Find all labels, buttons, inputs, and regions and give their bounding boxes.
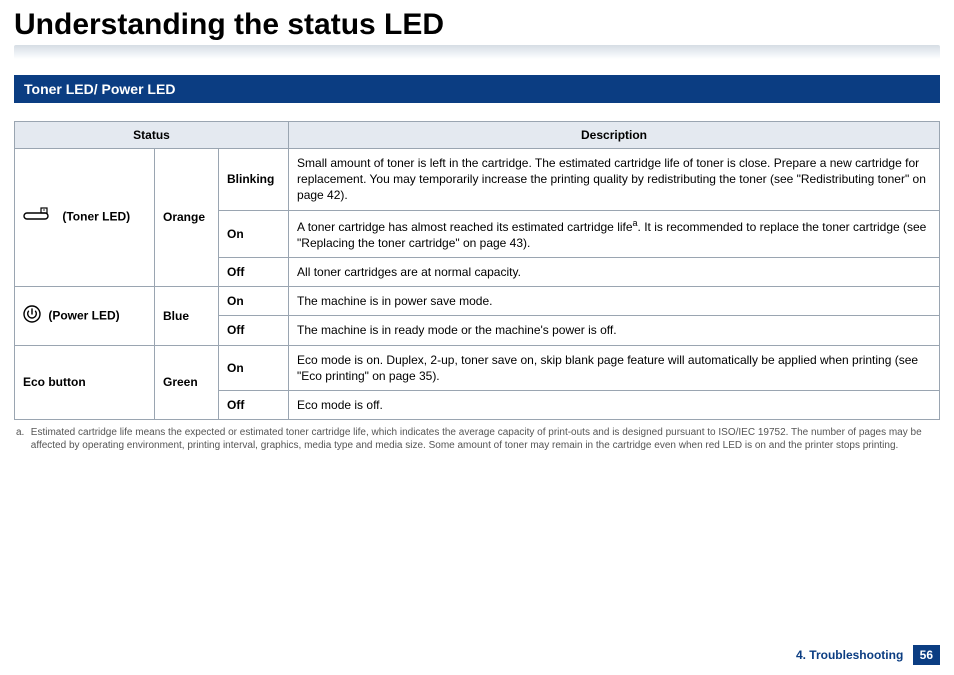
page-footer: 4. Troubleshooting 56	[796, 645, 940, 665]
cell-state: On	[219, 287, 289, 316]
cell-desc: The machine is in power save mode.	[289, 287, 940, 316]
cell-desc: The machine is in ready mode or the mach…	[289, 316, 940, 345]
cell-color: Orange	[155, 149, 219, 287]
th-description: Description	[289, 122, 940, 149]
footnote-label: a.	[16, 426, 28, 439]
footnote: a. Estimated cartridge life means the ex…	[14, 420, 940, 452]
cell-led-label: Eco button	[15, 345, 155, 420]
cell-color: Blue	[155, 287, 219, 345]
footer-chapter: 4. Troubleshooting	[796, 648, 903, 662]
led-status-table: Status Description (Toner LED) O	[14, 121, 940, 420]
title-underline	[14, 45, 940, 59]
table-row: (Power LED) Blue On The machine is in po…	[15, 287, 940, 316]
cell-desc: Small amount of toner is left in the car…	[289, 149, 940, 211]
cell-desc: All toner cartridges are at normal capac…	[289, 257, 940, 286]
page-title: Understanding the status LED	[14, 8, 940, 41]
table-header-row: Status Description	[15, 122, 940, 149]
cell-color: Green	[155, 345, 219, 420]
toner-led-label: (Toner LED)	[62, 210, 130, 224]
footer-page-number: 56	[913, 645, 940, 665]
power-led-icon	[23, 305, 41, 327]
title-region: Understanding the status LED	[0, 0, 954, 59]
power-led-label: (Power LED)	[48, 308, 119, 322]
table-row: Eco button Green On Eco mode is on. Dupl…	[15, 345, 940, 390]
cell-state: On	[219, 345, 289, 390]
cell-led-label: (Power LED)	[15, 287, 155, 345]
cell-desc: Eco mode is off.	[289, 390, 940, 419]
toner-led-icon	[23, 207, 55, 227]
th-status: Status	[15, 122, 289, 149]
cell-led-label: (Toner LED)	[15, 149, 155, 287]
section-header: Toner LED/ Power LED	[14, 75, 940, 103]
desc-pre: A toner cartridge has almost reached its…	[297, 220, 633, 234]
table-row: (Toner LED) Orange Blinking Small amount…	[15, 149, 940, 211]
cell-desc: A toner cartridge has almost reached its…	[289, 210, 940, 257]
content-region: Toner LED/ Power LED Status Description	[0, 59, 954, 452]
cell-state: Off	[219, 257, 289, 286]
cell-state: Blinking	[219, 149, 289, 211]
cell-state: Off	[219, 316, 289, 345]
cell-desc: Eco mode is on. Duplex, 2-up, toner save…	[289, 345, 940, 390]
footnote-text: Estimated cartridge life means the expec…	[31, 426, 936, 452]
cell-state: On	[219, 210, 289, 257]
cell-state: Off	[219, 390, 289, 419]
